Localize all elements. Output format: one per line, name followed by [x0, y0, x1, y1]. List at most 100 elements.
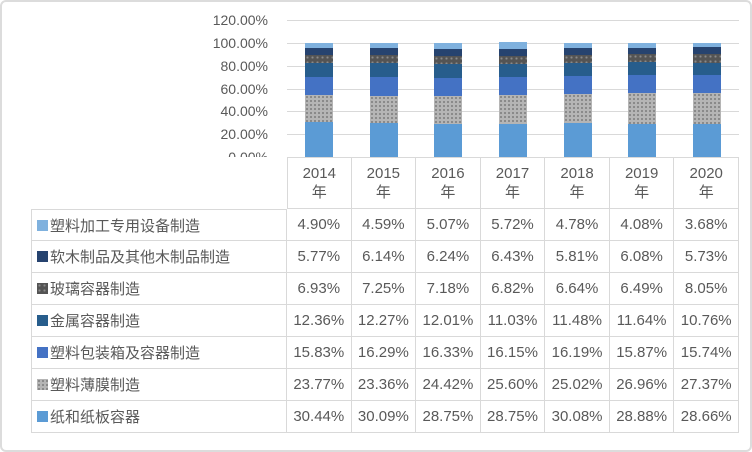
value-cell: 28.88%	[609, 401, 675, 433]
year-header-cell: 2020 年	[674, 157, 739, 209]
bar-segment	[369, 55, 398, 64]
value-cell: 6.14%	[351, 241, 417, 273]
bar-segment	[628, 42, 657, 48]
bar-segment	[499, 56, 528, 64]
bar-segment	[434, 48, 463, 56]
value-cell: 7.25%	[351, 273, 417, 305]
bar-segment	[628, 93, 657, 125]
value-cell: 10.76%	[674, 305, 739, 337]
bar-segment	[305, 48, 334, 56]
value-cell: 27.37%	[674, 369, 739, 401]
year-suffix: 年	[311, 184, 327, 201]
value-cell: 28.66%	[674, 401, 739, 433]
value-cell: 15.83%	[287, 337, 352, 369]
value-cell: 6.93%	[287, 273, 352, 305]
value-cell: 5.73%	[674, 241, 739, 273]
year-suffix: 年	[504, 184, 520, 201]
bar-segment	[305, 95, 334, 123]
value-cell: 4.90%	[287, 209, 352, 241]
bar-segment	[305, 55, 334, 63]
bar-column	[545, 20, 610, 157]
bar-column	[481, 20, 546, 157]
bar-segment	[628, 61, 657, 76]
value-cell: 6.49%	[609, 273, 675, 305]
value-cell: 11.03%	[480, 305, 546, 337]
value-cell: 3.68%	[674, 209, 739, 241]
bar-segment	[692, 124, 721, 157]
value-cell: 28.75%	[480, 401, 546, 433]
series-label: 金属容器制造	[50, 313, 141, 330]
value-cell: 16.33%	[416, 337, 481, 369]
bar-segment	[369, 63, 398, 78]
stacked-bar	[692, 42, 721, 157]
stacked-bar	[369, 42, 398, 157]
bar-segment	[692, 47, 721, 54]
bar-segment	[692, 53, 721, 63]
series-label: 塑料加工专用设备制造	[50, 217, 201, 235]
bar-column	[287, 20, 352, 157]
data-table: 2014 年 2015 年 2016 年 2017 年 2018 年 2019 年 2020 年塑料加工专…	[31, 157, 739, 433]
stacked-bar	[563, 42, 592, 157]
value-cell: 4.08%	[609, 209, 675, 241]
value-cell: 7.18%	[416, 273, 481, 305]
year-suffix: 年	[698, 184, 714, 201]
bar-segment	[434, 63, 463, 78]
series-label: 塑料薄膜制造	[50, 377, 141, 394]
bar-column	[610, 20, 675, 157]
value-cell: 8.05%	[674, 273, 739, 305]
bar-segment	[434, 124, 463, 157]
series-label-cell: 金属容器制造	[31, 305, 287, 337]
bar-column	[674, 20, 739, 157]
year-label: 2020	[689, 165, 723, 182]
y-axis: 120.00%100.00%80.00%60.00%40.00%20.00%0.…	[160, 2, 268, 165]
series-label-cell: 纸和纸板容器	[31, 401, 287, 433]
value-cell: 16.29%	[351, 337, 417, 369]
value-cell: 6.82%	[480, 273, 546, 305]
value-cell: 5.72%	[480, 209, 546, 241]
year-suffix: 年	[440, 184, 456, 201]
value-cell: 4.59%	[351, 209, 417, 241]
bar-segment	[563, 54, 592, 63]
year-header-cell: 2018 年	[545, 157, 610, 209]
y-axis-tick-label: 20.00%	[220, 126, 268, 143]
stacked-bar	[628, 42, 657, 157]
value-cell: 30.44%	[287, 401, 352, 433]
y-axis-tick-label: 120.00%	[212, 12, 268, 28]
bar-segment	[499, 48, 528, 57]
bar-segment	[369, 48, 398, 56]
value-cell: 26.96%	[609, 369, 675, 401]
series-label-cell: 玻璃容器制造	[31, 273, 287, 305]
year-header-cell: 2017 年	[480, 157, 546, 209]
value-cell: 30.08%	[545, 401, 610, 433]
year-label: 2016	[431, 165, 465, 182]
year-label: 2015	[366, 165, 401, 182]
bar-segment	[434, 42, 463, 49]
series-label: 纸和纸板容器	[50, 409, 141, 426]
value-cell: 28.75%	[416, 401, 481, 433]
value-cell: 12.27%	[351, 305, 417, 337]
bar-segment	[692, 93, 721, 125]
bar-segment	[563, 94, 592, 123]
year-header-cell: 2019 年	[609, 157, 675, 209]
value-cell: 25.02%	[545, 369, 610, 401]
value-cell: 5.07%	[416, 209, 481, 241]
bar-segment	[434, 96, 463, 125]
bar-segment	[499, 63, 528, 77]
bar-segment	[499, 76, 528, 95]
bar-segment	[563, 75, 592, 95]
bar-segment	[692, 62, 721, 76]
value-cell: 30.09%	[351, 401, 417, 433]
bar-segment	[434, 77, 463, 97]
y-axis-tick-label: 80.00%	[220, 57, 268, 74]
series-label: 玻璃容器制造	[50, 281, 141, 298]
y-axis-tick-label: 40.00%	[220, 103, 268, 120]
bar-segment	[628, 124, 657, 157]
value-cell: 12.36%	[287, 305, 352, 337]
value-cell: 6.08%	[609, 241, 675, 273]
legend-key-icon	[37, 411, 48, 422]
value-cell: 25.60%	[480, 369, 546, 401]
year-label: 2019	[624, 165, 659, 182]
year-header-cell: 2016 年	[416, 157, 481, 209]
year-suffix: 年	[634, 184, 650, 201]
